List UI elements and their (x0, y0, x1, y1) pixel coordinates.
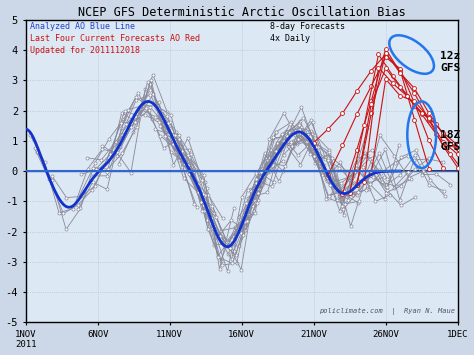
Text: 8-day Forecasts: 8-day Forecasts (271, 22, 346, 31)
Title: NCEP GFS Deterministic Arctic Oscillation Bias: NCEP GFS Deterministic Arctic Oscillatio… (78, 6, 406, 18)
Text: Updated for 2011112018: Updated for 2011112018 (30, 46, 140, 55)
Text: Last Four Current Forecasts AO Red: Last Four Current Forecasts AO Red (30, 34, 200, 43)
Text: 18Z
GFS: 18Z GFS (440, 130, 461, 152)
Text: 4x Daily: 4x Daily (271, 34, 310, 43)
Text: policlimate.com  |  Ryan N. Maue: policlimate.com | Ryan N. Maue (319, 308, 455, 315)
Text: Analyzed AO Blue Line: Analyzed AO Blue Line (30, 22, 135, 31)
Text: 12z
GFS: 12z GFS (440, 51, 461, 73)
